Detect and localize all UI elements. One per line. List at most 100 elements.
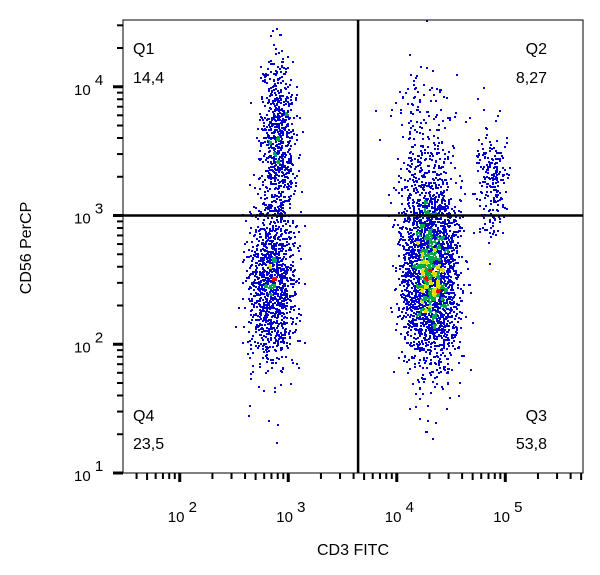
event-dot <box>252 335 254 337</box>
event-dot <box>280 370 282 372</box>
event-dot <box>427 152 429 154</box>
event-dot <box>452 258 454 260</box>
event-dot <box>292 321 294 323</box>
event-dot <box>266 132 268 134</box>
event-dot <box>436 376 438 378</box>
event-dot <box>284 264 286 266</box>
event-dot <box>289 140 291 142</box>
event-dot <box>408 236 410 238</box>
event-dot <box>257 342 259 344</box>
event-dot <box>486 134 488 136</box>
event-dot <box>280 295 282 297</box>
event-dot <box>487 195 489 197</box>
event-dot <box>267 320 269 322</box>
event-dot <box>400 333 402 335</box>
event-dot <box>433 94 435 96</box>
event-dot <box>243 326 245 328</box>
event-dot <box>431 249 433 251</box>
event-dot <box>435 278 437 280</box>
event-dot <box>292 173 294 175</box>
event-dot <box>277 113 279 115</box>
event-dot <box>434 148 436 150</box>
event-dot <box>271 298 273 300</box>
event-dot <box>438 345 440 347</box>
event-dot <box>430 374 432 376</box>
event-dot <box>428 205 430 207</box>
event-dot <box>287 285 289 287</box>
event-dot <box>423 197 425 199</box>
event-dot <box>419 329 421 331</box>
event-dot <box>282 110 284 112</box>
event-dot <box>250 102 252 104</box>
event-dot <box>443 343 445 345</box>
event-dot <box>391 109 393 111</box>
event-dot <box>439 307 441 309</box>
event-dot <box>278 261 280 263</box>
event-dot <box>446 223 448 225</box>
event-dot <box>277 325 279 327</box>
event-dot <box>285 83 287 85</box>
event-dot <box>242 298 244 300</box>
event-dot <box>446 213 448 215</box>
event-dot <box>436 345 438 347</box>
event-dot <box>441 344 443 346</box>
event-dot <box>256 276 258 278</box>
event-dot <box>435 261 437 263</box>
event-dot <box>410 260 412 262</box>
event-dot <box>290 249 292 251</box>
event-dot <box>500 152 502 154</box>
event-dot <box>281 154 283 156</box>
event-dot <box>268 167 270 169</box>
event-dot <box>434 182 436 184</box>
event-dot <box>289 247 291 249</box>
event-dot <box>262 257 264 259</box>
event-dot <box>423 318 425 320</box>
event-dot <box>286 279 288 281</box>
event-dot <box>292 130 294 132</box>
event-dot <box>266 240 268 242</box>
event-dot <box>415 393 417 395</box>
event-dot <box>283 127 285 129</box>
event-dot <box>434 265 436 267</box>
event-dot <box>460 186 462 188</box>
event-dot <box>282 258 284 260</box>
event-dot <box>276 263 278 265</box>
event-dot <box>460 211 462 213</box>
event-dot <box>417 91 419 93</box>
event-dot <box>400 235 402 237</box>
event-dot <box>421 259 423 261</box>
event-dot <box>493 198 495 200</box>
event-dot <box>265 277 267 279</box>
event-dot <box>446 299 448 301</box>
event-dot <box>250 273 252 275</box>
event-dot <box>281 216 283 218</box>
event-dot <box>414 303 416 305</box>
event-dot <box>415 166 417 168</box>
event-dot <box>425 335 427 337</box>
event-dot <box>284 323 286 325</box>
event-dot <box>444 223 446 225</box>
event-dot <box>434 377 436 379</box>
event-dot <box>270 339 272 341</box>
event-dot <box>431 228 433 230</box>
event-dot <box>437 148 439 150</box>
event-dot <box>424 244 426 246</box>
event-dot <box>441 386 443 388</box>
event-dot <box>438 152 440 154</box>
event-dot <box>244 307 246 309</box>
event-dot <box>483 109 485 111</box>
event-dot <box>409 307 411 309</box>
event-dot <box>282 161 284 163</box>
event-dot <box>432 231 434 233</box>
event-dot <box>284 181 286 183</box>
event-dot <box>421 288 423 290</box>
event-dot <box>431 236 433 238</box>
event-dot <box>430 346 432 348</box>
event-dot <box>281 61 283 63</box>
event-dot <box>492 159 494 161</box>
event-dot <box>279 97 281 99</box>
event-dot <box>410 280 412 282</box>
event-dot <box>285 328 287 330</box>
event-dot <box>432 211 434 213</box>
event-dot <box>275 94 277 96</box>
